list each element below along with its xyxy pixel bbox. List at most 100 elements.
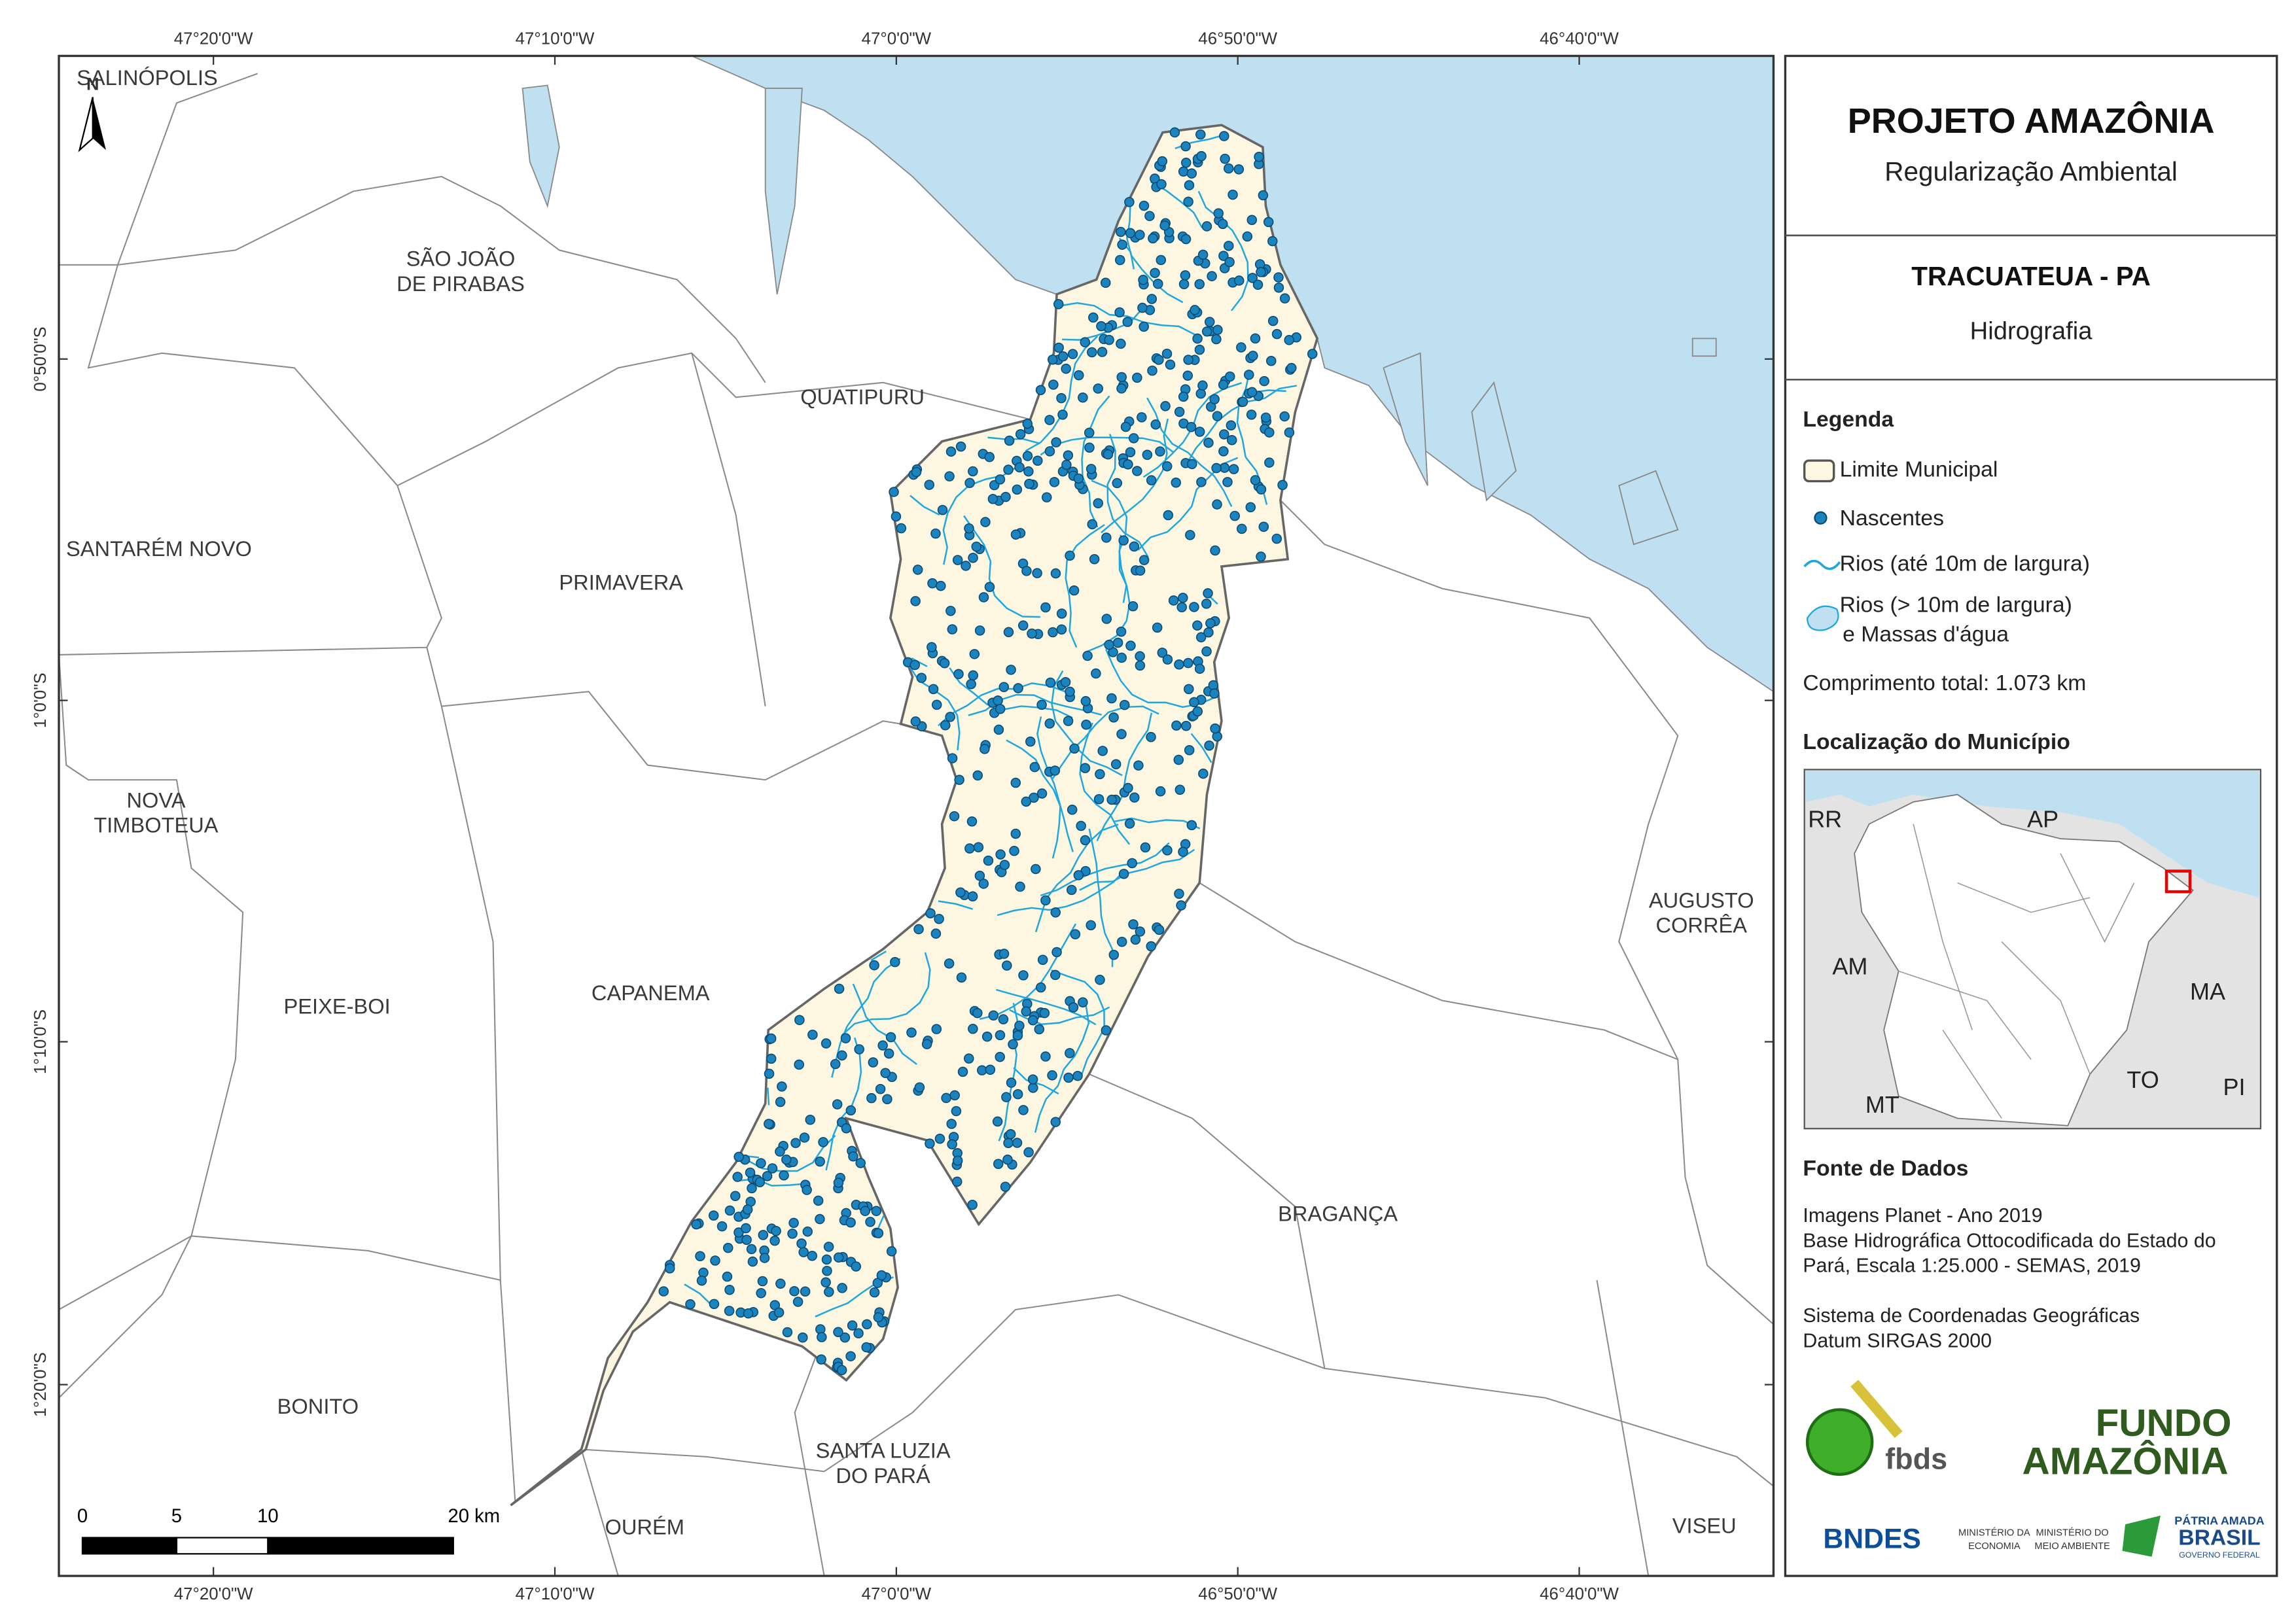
spring — [984, 582, 995, 593]
spring — [1091, 668, 1101, 679]
spring — [1086, 920, 1096, 931]
spring — [1165, 359, 1176, 370]
spring — [1116, 383, 1127, 394]
spring — [1116, 652, 1127, 663]
spring — [1130, 934, 1141, 945]
scale-bar-label: 5 — [171, 1506, 182, 1527]
spring — [987, 493, 998, 504]
inset-label: MA — [2190, 978, 2225, 1005]
fbds-text: fbds — [1885, 1442, 1947, 1475]
spring — [964, 478, 975, 488]
spring — [1057, 410, 1068, 420]
spring — [1137, 412, 1147, 423]
spring — [1112, 637, 1123, 648]
spring — [1116, 226, 1126, 237]
river — [938, 682, 1067, 727]
place-label: SALINÓPOLIS — [77, 65, 218, 90]
spring — [1002, 960, 1012, 971]
spring — [1155, 446, 1165, 457]
spring — [1047, 354, 1058, 365]
spring — [845, 1351, 856, 1361]
river — [1197, 190, 1249, 311]
spring — [963, 1053, 974, 1064]
spring — [1074, 370, 1084, 381]
spring — [924, 480, 935, 490]
spring — [964, 843, 975, 854]
spring — [1067, 349, 1078, 359]
spring — [1061, 363, 1071, 374]
spring — [1247, 273, 1258, 283]
place-label: DE PIRABAS — [397, 271, 525, 296]
spring — [947, 624, 958, 635]
river — [938, 900, 973, 910]
spring — [1089, 553, 1100, 565]
spring — [1012, 1030, 1023, 1041]
spring — [1233, 275, 1245, 286]
spring — [1204, 740, 1214, 751]
spring — [1207, 271, 1217, 281]
spring — [1073, 473, 1084, 484]
spring — [1118, 869, 1129, 879]
spring — [957, 1066, 968, 1077]
spring — [845, 1105, 857, 1116]
spring — [1139, 200, 1150, 211]
inset-boundary — [1898, 970, 2032, 1060]
spring — [1127, 601, 1139, 612]
spring — [1182, 370, 1193, 381]
fundo-text: FUNDO — [2096, 1402, 2232, 1444]
spring — [1125, 228, 1136, 239]
spring — [1180, 234, 1192, 245]
spring — [945, 446, 957, 457]
spring — [1004, 435, 1015, 446]
spring — [1012, 1089, 1023, 1100]
spring — [1056, 393, 1067, 404]
spring — [1252, 279, 1263, 290]
municipal-boundary — [581, 1294, 1774, 1487]
spring — [813, 1195, 824, 1206]
spring — [796, 1238, 807, 1249]
spring — [1173, 754, 1184, 765]
spring — [800, 1286, 811, 1297]
spring — [1051, 947, 1062, 958]
longitude-label: 46°50'0"W — [1198, 1585, 1277, 1603]
spring — [882, 1094, 892, 1105]
spring — [1245, 502, 1256, 513]
spring — [1084, 442, 1095, 453]
spring — [983, 855, 994, 866]
source-line: Datum SIRGAS 2000 — [1803, 1330, 1992, 1352]
scale-bar-label: 0 — [77, 1506, 88, 1527]
spring — [815, 1213, 825, 1225]
spring — [1118, 535, 1129, 546]
spring — [1014, 1021, 1025, 1031]
spring — [1178, 279, 1190, 290]
spring — [1035, 385, 1046, 396]
spring — [914, 1082, 925, 1093]
spring — [891, 511, 902, 522]
spring — [1013, 683, 1023, 693]
spring — [1171, 478, 1181, 488]
spring — [993, 1159, 1004, 1169]
spring — [1135, 565, 1146, 576]
theme: Hidrografia — [1970, 317, 2093, 345]
spring — [1196, 477, 1207, 487]
spring — [1154, 924, 1165, 935]
spring — [1119, 699, 1130, 710]
spring — [733, 1151, 744, 1162]
spring — [998, 949, 1010, 959]
spring — [1263, 217, 1274, 228]
river — [767, 1087, 770, 1106]
river — [1079, 848, 1195, 891]
spring — [807, 1029, 818, 1040]
latitude-label: 1°20'0"S — [31, 1352, 50, 1417]
spring — [756, 1287, 766, 1299]
spring — [1117, 239, 1127, 250]
spring — [1010, 529, 1021, 540]
spring — [1108, 949, 1120, 960]
river — [1006, 739, 1061, 859]
spring — [1185, 530, 1195, 540]
spring — [1208, 680, 1219, 691]
spring — [1127, 858, 1137, 869]
spring — [1162, 654, 1173, 665]
spring — [1190, 305, 1200, 315]
spring — [952, 1176, 963, 1187]
